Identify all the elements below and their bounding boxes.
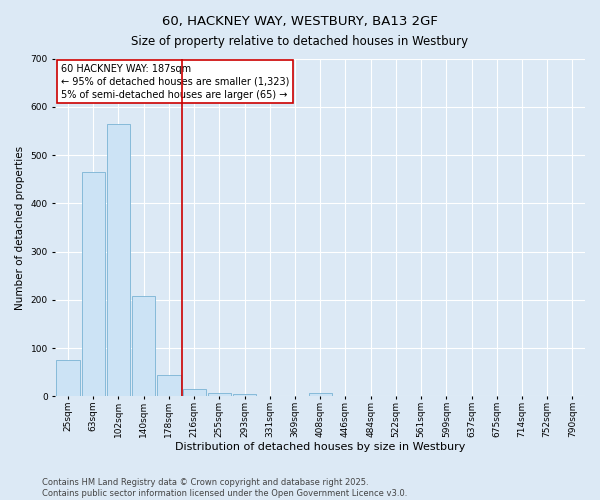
Text: Size of property relative to detached houses in Westbury: Size of property relative to detached ho…: [131, 35, 469, 48]
Bar: [132, 296, 155, 396]
Bar: [107, 124, 130, 396]
Bar: [308, 393, 332, 396]
Text: 60 HACKNEY WAY: 187sqm
← 95% of detached houses are smaller (1,323)
5% of semi-d: 60 HACKNEY WAY: 187sqm ← 95% of detached…: [61, 64, 289, 100]
Bar: [208, 392, 231, 396]
Bar: [157, 374, 181, 396]
Bar: [82, 172, 105, 396]
Bar: [233, 394, 256, 396]
X-axis label: Distribution of detached houses by size in Westbury: Distribution of detached houses by size …: [175, 442, 466, 452]
Bar: [182, 389, 206, 396]
Bar: [56, 360, 80, 397]
Text: Contains HM Land Registry data © Crown copyright and database right 2025.
Contai: Contains HM Land Registry data © Crown c…: [42, 478, 407, 498]
Y-axis label: Number of detached properties: Number of detached properties: [15, 146, 25, 310]
Text: 60, HACKNEY WAY, WESTBURY, BA13 2GF: 60, HACKNEY WAY, WESTBURY, BA13 2GF: [162, 15, 438, 28]
